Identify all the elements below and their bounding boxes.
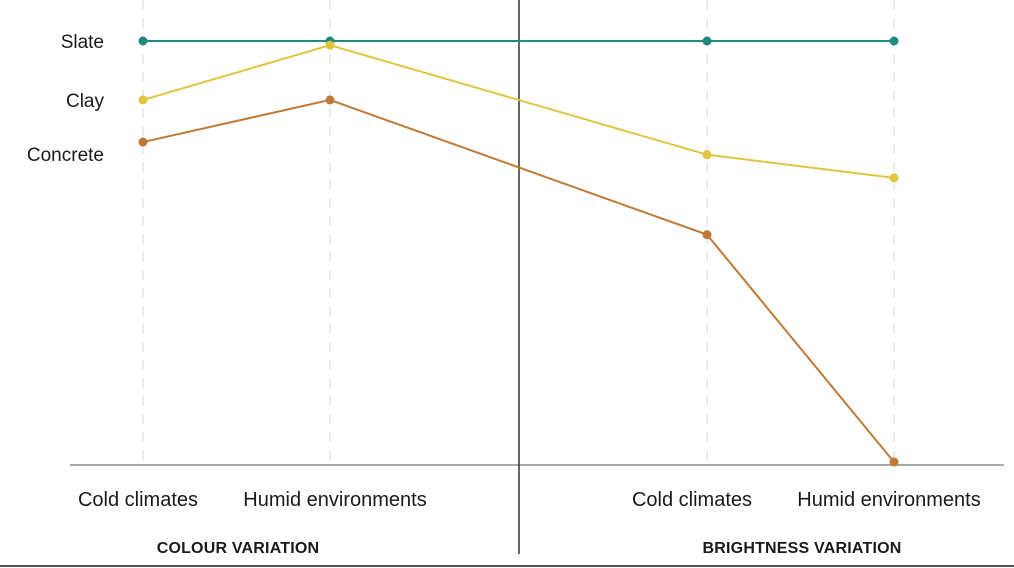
- series-line-concrete: [142, 98, 895, 463]
- tick-label-4: Humid environments: [797, 489, 980, 511]
- data-point-concrete-2: [325, 95, 335, 105]
- data-point-clay-4: [889, 173, 899, 183]
- series-label-clay: Clay: [66, 91, 105, 112]
- data-point-slate-4: [889, 36, 899, 46]
- group-label-brightness: BRIGHTNESS VARIATION: [703, 540, 902, 557]
- data-point-concrete-1: [138, 137, 148, 147]
- tick-label-3: Cold climates: [632, 489, 752, 511]
- data-point-clay-3: [702, 150, 712, 160]
- group-label-colour: COLOUR VARIATION: [157, 540, 320, 557]
- series-line-clay: [142, 44, 895, 179]
- data-point-clay-1: [138, 95, 148, 105]
- data-point-slate-3: [702, 36, 712, 46]
- tick-label-2: Humid environments: [243, 489, 426, 511]
- data-point-concrete-4: [889, 457, 899, 467]
- series-layer: [138, 36, 899, 467]
- series-label-slate: Slate: [61, 32, 104, 53]
- series-label-concrete: Concrete: [27, 145, 104, 166]
- tick-label-1: Cold climates: [78, 489, 198, 511]
- data-point-clay-2: [325, 40, 335, 50]
- data-point-slate-1: [138, 36, 148, 46]
- data-point-concrete-3: [702, 230, 712, 240]
- grid-layer: [142, 0, 895, 465]
